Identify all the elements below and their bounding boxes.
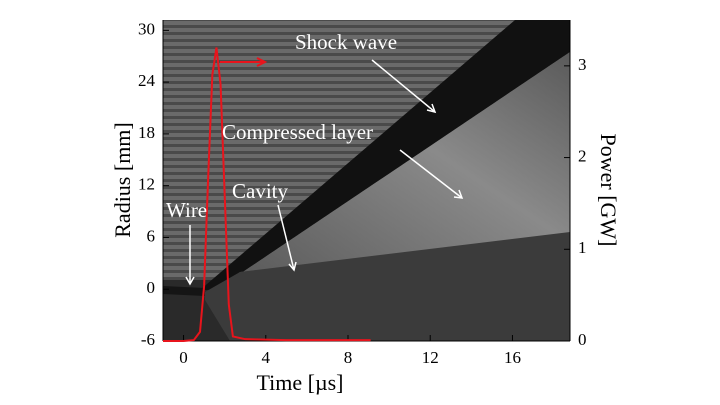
annotation: Shock wave xyxy=(295,30,397,54)
y-tick-label: 24 xyxy=(138,71,156,90)
annotation: Cavity xyxy=(232,179,288,203)
y2-tick-label: 0 xyxy=(578,330,587,349)
y2-axis-label: Power [GW] xyxy=(596,133,621,246)
annotation-arrows xyxy=(185,59,464,286)
y-tick-label: -6 xyxy=(141,330,155,349)
power-line xyxy=(163,47,371,342)
streak-image xyxy=(163,20,570,341)
x-tick-label: 12 xyxy=(422,348,439,367)
y-tick-label: 0 xyxy=(147,278,156,297)
x-tick-label: 16 xyxy=(504,348,521,367)
x-tick-label: 8 xyxy=(344,348,353,367)
y2-tick-label: 3 xyxy=(578,55,587,74)
annotation: Wire xyxy=(166,198,207,222)
x-tick-label: 0 xyxy=(179,348,188,367)
y-axis-label: Radius [mm] xyxy=(110,122,135,238)
x-axis-label: Time [µs] xyxy=(256,370,343,395)
annotation: Compressed layer xyxy=(222,120,373,144)
y-tick-label: 30 xyxy=(138,19,155,38)
y2-tick-label: 2 xyxy=(578,146,587,165)
x-tick-label: 4 xyxy=(262,348,271,367)
y2-tick-label: 1 xyxy=(578,238,587,257)
y-tick-label: 18 xyxy=(138,123,155,142)
y-tick-label: 6 xyxy=(147,226,156,245)
axis-arrow xyxy=(220,57,268,67)
y-tick-label: 12 xyxy=(138,175,155,194)
